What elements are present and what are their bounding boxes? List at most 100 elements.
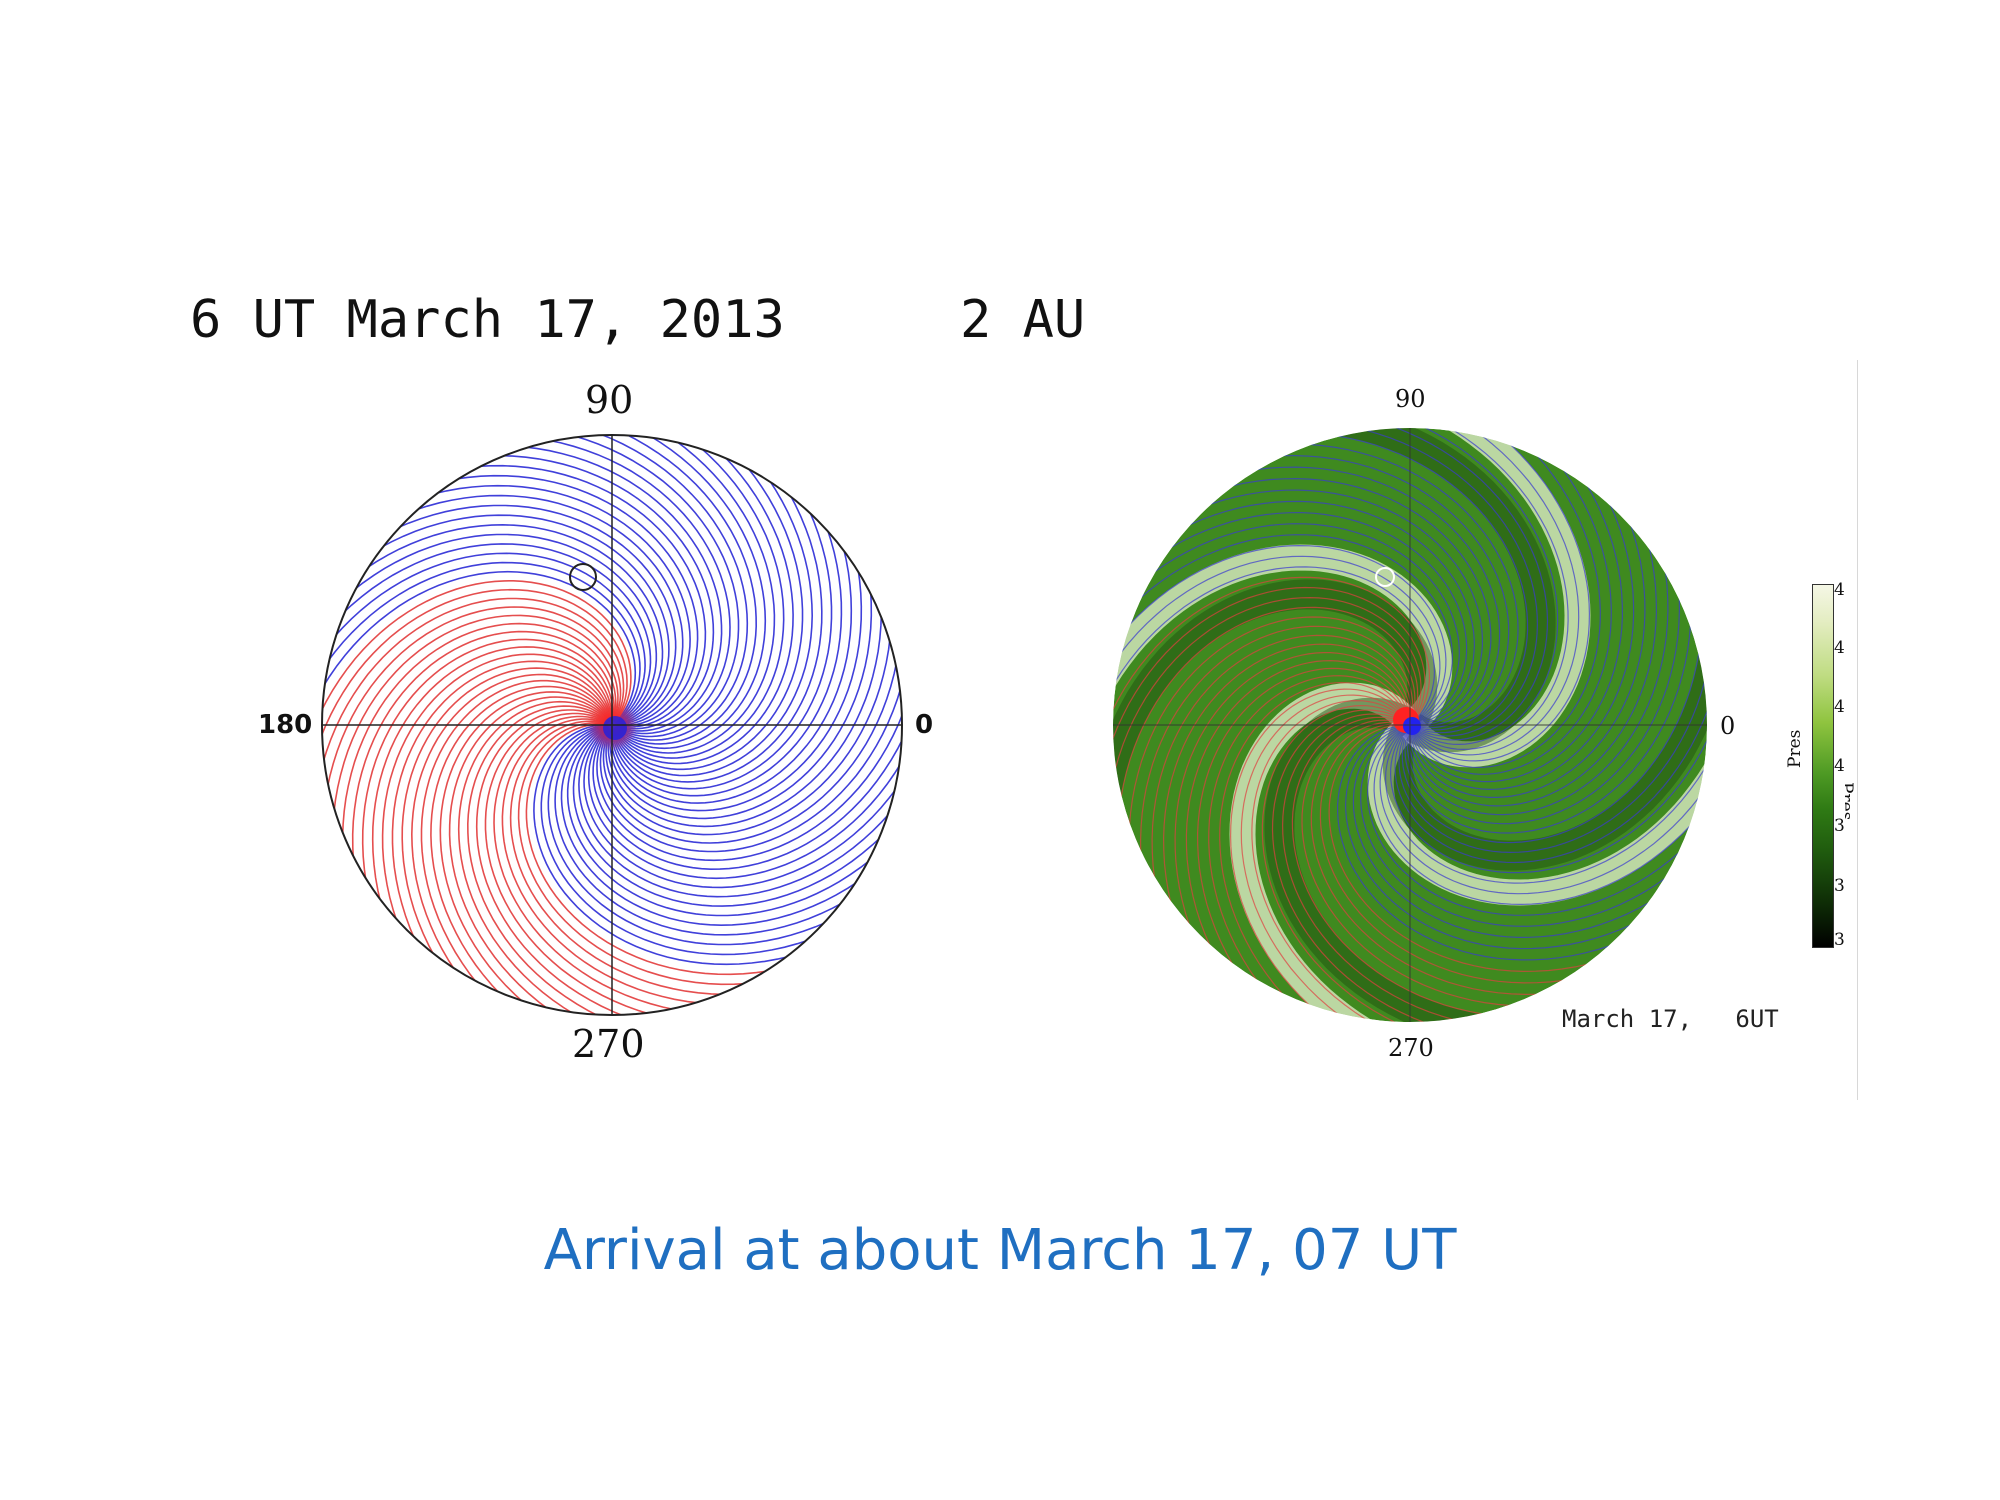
outward-field-line [448,696,625,1015]
overlay-field-line [1310,721,1623,996]
overlay-field-line [1401,565,1704,844]
outward-field-line [371,646,613,982]
overlay-field-line [1151,634,1412,962]
overlay-field-line [1113,544,1447,724]
inward-field-line [612,435,814,777]
overlay-field-line [1411,428,1601,769]
cbar-tick-3: 4 [1834,697,1845,717]
inward-field-line [415,454,715,730]
inward-field-line [570,435,767,750]
overlay-field-line [1337,724,1688,961]
inward-field-line [543,435,758,745]
inward-field-line [533,724,869,966]
inward-field-line [322,514,670,725]
outward-field-line [322,588,628,822]
outward-field-line [484,712,735,1015]
overlay-field-line [1174,652,1411,1003]
inward-field-line [324,504,677,726]
inward-field-line [373,474,699,727]
outward-field-line [341,622,617,922]
inward-field-line [322,561,641,738]
inward-field-line [463,435,731,735]
overlay-field-line [1197,454,1510,729]
sun-blue-hub [603,716,627,740]
inward-field-line [566,725,902,917]
inward-field-line [583,712,902,889]
cbar-tick-2: 4 [1834,638,1845,658]
overlay-field-line [1409,447,1646,798]
inward-field-line [355,484,691,726]
pressure-colorbar [1812,584,1834,948]
overlay-field-line [1113,566,1436,762]
outward-field-line [322,597,625,848]
inward-field-line [611,452,843,797]
overlay-field-line [1196,667,1410,1022]
inward-field-line [547,724,900,946]
overlay-field-line [1113,576,1431,794]
inward-field-line [599,435,776,754]
cbar-tick-4: 4 [1834,756,1845,776]
inward-field-line [489,435,740,738]
overlay-field-line [1132,489,1483,726]
inward-field-line [611,468,853,804]
overlay-field-line [1113,555,1441,729]
overlay-field-line [1128,616,1416,912]
outward-field-line [509,720,809,996]
overlay-field-line [1162,643,1411,984]
overlay-field-line [1406,512,1681,825]
inward-field-line [554,725,902,936]
inward-field-line [572,726,902,907]
overlay-field-line [1280,428,1539,737]
outward-field-line [466,705,681,1015]
outward-field-line [391,660,613,1013]
outward-field-line [525,723,851,976]
overlay-field-line [1328,724,1669,973]
outward-field-line [501,718,785,1006]
inward-field-line [322,552,646,724]
inward-field-line [596,628,902,862]
overlay-field-line [1301,719,1597,1007]
overlay-field-line [1208,675,1410,1022]
panel-divider [1857,360,1858,1100]
inward-field-line [560,725,902,927]
overlay-field-line [1219,681,1409,1022]
inward-field-line [540,724,885,956]
overlay-field-line [1271,709,1510,1022]
overlay-field-line [1341,428,1559,746]
overlay-field-line [1116,500,1476,726]
outward-field-line [410,673,612,1015]
inward-field-line [322,570,637,767]
cbar-tick-1: 4 [1834,580,1845,600]
inward-field-line [587,683,902,880]
inward-field-line [613,435,785,759]
overlay-field-line [1366,726,1707,916]
inward-field-line [610,486,863,812]
outward-field-line [457,700,654,1015]
overlay-field-line [1410,428,1612,775]
overlay-field-line [1250,431,1529,734]
inward-field-line [613,435,794,765]
right-label-right: 0 [1720,712,1736,740]
overlay-field-line [1389,656,1707,874]
cbar-tick-7: 3 [1834,930,1845,950]
overlay-field-line [1229,688,1409,1022]
inward-field-line [439,444,723,732]
inward-field-line [393,464,707,728]
left-plot-header: 6 UT March 17, 2013 2 AU [190,290,1085,350]
inward-field-line [322,523,664,725]
overlay-field-line [1398,595,1707,854]
inward-field-line [322,533,658,725]
overlay-field-line [1240,694,1414,1022]
overlay-field-line [1404,538,1692,834]
overlay-field-line [1373,726,1707,906]
pressure-trough [1113,579,1438,846]
cbar-tick-5: 3 [1834,816,1845,836]
overlay-field-line [1113,596,1422,855]
pressure-trough [1289,428,1556,753]
right-polar-plot [1113,428,1707,1022]
overlay-field-line [1251,699,1447,1022]
pressure-trough [1382,604,1707,871]
overlay-field-line [1406,428,1580,756]
right-label-bottom: 270 [1388,1034,1434,1062]
